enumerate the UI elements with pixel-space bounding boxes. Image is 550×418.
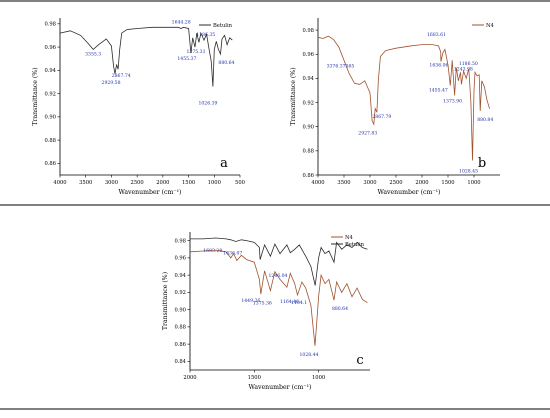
y-tick-label: 0.96 — [302, 52, 314, 58]
x-tick-label: 3000 — [105, 180, 118, 186]
y-tick-label: 0.88 — [44, 138, 56, 144]
peak-annotation: 1683.61 — [427, 32, 446, 38]
panel-letter: c — [356, 353, 363, 368]
peak-annotation: 1636.07 — [223, 250, 242, 256]
x-tick-label: 4000 — [53, 180, 66, 186]
peak-annotation: 1449.26 — [241, 298, 260, 304]
x-tick-label: 2500 — [389, 180, 402, 186]
y-tick-label: 0.94 — [302, 76, 314, 82]
peak-annotation: 1683.28 — [203, 248, 222, 254]
x-tick-label: 2000 — [156, 180, 169, 186]
x-tick-label: 1500 — [441, 180, 454, 186]
x-tick-label: 1000 — [208, 180, 221, 186]
series-line-betulin — [59, 26, 233, 87]
y-tick-label: 0.92 — [44, 91, 56, 97]
peak-annotation: 2867.79 — [372, 114, 391, 120]
y-axis-label: Transmittance (%) — [162, 272, 169, 330]
y-tick-label: 0.98 — [302, 28, 314, 34]
y-tick-label: 0.92 — [174, 290, 186, 296]
y-tick-label: 0.88 — [302, 149, 314, 155]
x-tick-label: 1000 — [467, 180, 480, 186]
peak-annotation: 2929.58 — [102, 80, 121, 86]
panel-letter: b — [478, 156, 486, 171]
y-tick-label: 0.86 — [302, 173, 314, 179]
x-axis-label: Wavenumber (cm⁻¹) — [378, 189, 441, 196]
axis-frame — [59, 18, 240, 176]
peak-annotation: 880.64 — [332, 306, 348, 312]
y-tick-label: 0.90 — [44, 115, 56, 121]
legend: Betulin — [199, 23, 233, 29]
x-tick-label: 2000 — [415, 180, 428, 186]
x-tick-label: 2500 — [131, 180, 144, 186]
y-tick-label: 0.96 — [44, 45, 56, 51]
chart-panels: 4000 3500 3000 2500 2000 1500 1000 500 0.86 0.88 0… — [32, 18, 500, 391]
peak-annotation: 1186.35 — [196, 32, 215, 38]
series-line-n4 — [189, 249, 368, 346]
y-tick-label: 0.96 — [174, 256, 186, 262]
peak-annotation: 1164.46 — [280, 299, 299, 305]
peak-annotation: 1028.45 — [459, 169, 478, 175]
x-tick-label: 3000 — [363, 180, 376, 186]
peak-annotation: 1028.44 — [299, 352, 318, 358]
peak-annotation: 1455.37 — [177, 56, 196, 62]
peak-annotation: 1375.36 — [253, 301, 272, 307]
peak-annotation: 1246.04 — [268, 273, 287, 279]
y-tick-label: 0.86 — [44, 161, 56, 167]
peak-annotation: 2927.83 — [358, 130, 377, 136]
peak-annotation: 880.84 — [477, 117, 493, 123]
y-tick-label: 0.86 — [174, 342, 186, 348]
peak-annotation: 1186.50 — [459, 61, 478, 67]
legend-label: N4 — [486, 23, 495, 29]
x-tick-label: 3500 — [79, 180, 92, 186]
x-tick-label: 1000 — [312, 375, 325, 381]
peak-annotation: 3376.37365 — [327, 64, 355, 70]
y-tick-label: 0.90 — [302, 124, 314, 130]
x-tick-label: 2000 — [183, 375, 196, 381]
peak-annotation: 1375.31 — [187, 49, 206, 55]
legend-label: Betulin — [213, 23, 233, 29]
peak-annotation: 1026.39 — [198, 101, 217, 107]
x-axis-label: Wavenumber (cm⁻¹) — [249, 384, 312, 391]
y-axis-label: Transmittance (%) — [32, 67, 39, 125]
peak-annotation: 1644.28 — [172, 19, 191, 25]
peak-annotation: 1104.1 — [291, 300, 307, 306]
series-line-betulin — [190, 237, 368, 286]
x-tick-label: 1500 — [248, 375, 261, 381]
y-tick-label: 0.84 — [174, 359, 186, 365]
chart-panel-c: 2000 1500 1000 0.84 0.86 0.88 0.90 0.92 0.94 0.96… — [162, 232, 370, 391]
x-tick-label: 4000 — [311, 180, 324, 186]
series-line-n4 — [317, 35, 490, 161]
panel-letter: a — [220, 156, 228, 171]
legend-label: N4 — [345, 235, 354, 241]
peak-annotation: 1243.98 — [454, 66, 473, 72]
peak-annotation: 1636.06 — [429, 62, 448, 68]
y-axis-label: Transmittance (%) — [290, 67, 297, 125]
y-tick-label: 0.98 — [44, 22, 56, 28]
x-tick-label: 3500 — [337, 180, 350, 186]
y-tick-label: 0.92 — [302, 100, 314, 106]
chart-panel-b: 4000 3500 3000 2500 2000 1500 1000 0.86 0.88 0.90… — [290, 18, 500, 196]
y-tick-label: 0.94 — [174, 273, 186, 279]
y-tick-label: 0.90 — [174, 307, 186, 313]
peak-annotation: 3355.3 — [85, 51, 101, 57]
x-tick-label: 500 — [235, 180, 245, 186]
legend-label: Betulin — [345, 242, 365, 248]
peak-annotation: 1373.90 — [443, 98, 462, 104]
x-tick-label: 1500 — [182, 180, 195, 186]
chart-panel-a: 4000 3500 3000 2500 2000 1500 1000 500 0.86 0.88 0… — [32, 18, 245, 196]
peak-annotation: 880.64 — [218, 60, 234, 66]
y-tick-label: 0.88 — [174, 325, 186, 331]
legend: N4 — [472, 23, 495, 29]
x-axis-label: Wavenumber (cm⁻¹) — [119, 189, 182, 196]
peak-annotation: 1455.47 — [429, 88, 448, 94]
y-tick-label: 0.98 — [174, 238, 186, 244]
y-tick-label: 0.94 — [44, 68, 56, 74]
peak-annotation: 2867.74 — [112, 73, 131, 79]
